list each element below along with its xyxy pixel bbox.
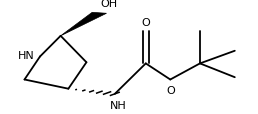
Text: OH: OH — [101, 0, 118, 9]
Text: O: O — [166, 86, 175, 95]
Text: HN: HN — [18, 51, 35, 61]
Polygon shape — [61, 13, 107, 36]
Text: O: O — [141, 17, 150, 27]
Text: NH: NH — [110, 100, 127, 110]
